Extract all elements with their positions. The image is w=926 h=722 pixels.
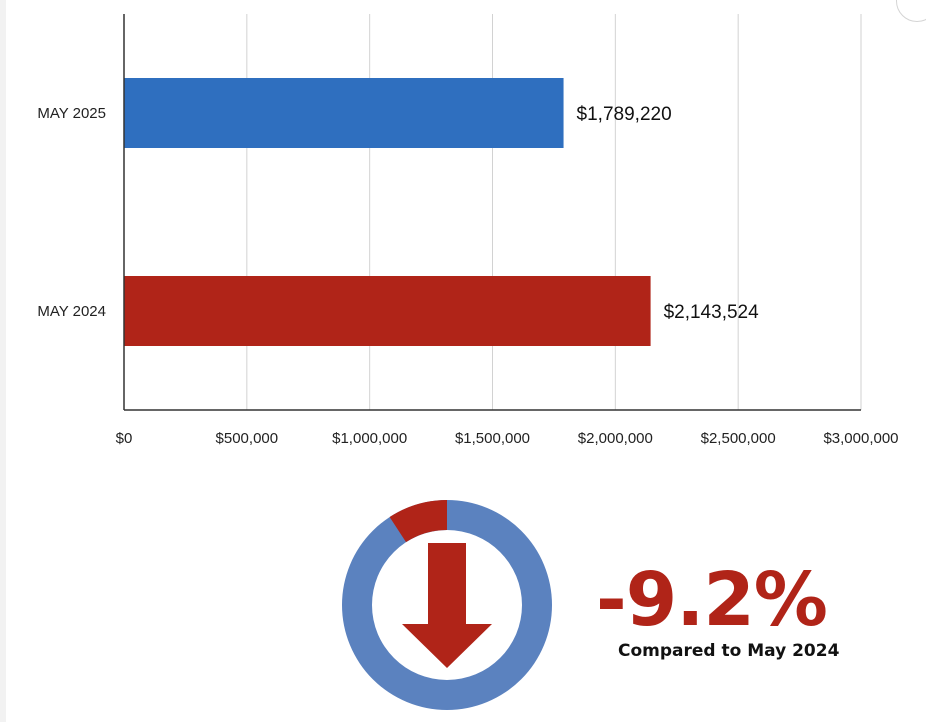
change-summary: -9.2% Compared to May 2024 [596,560,876,662]
x-tick-label: $0 [116,430,133,447]
axes [123,14,861,411]
x-tick-label: $1,500,000 [455,430,530,447]
data-label: $2,143,524 [664,302,760,323]
left-edge-strip [0,0,6,722]
change-percent: -9.2% [596,557,828,643]
change-caption: Compared to May 2024 [618,641,840,661]
down-arrow-icon [402,543,492,668]
bar [124,78,564,148]
x-tick-label: $2,000,000 [578,430,653,447]
category-label: MAY 2025 [37,105,106,122]
labels: $0 $500,000 $1,000,000 $1,500,000 $2,000,000… [37,104,898,447]
bar [124,276,651,346]
data-label: $1,789,220 [577,104,672,125]
change-donut [342,500,552,710]
x-tick-label: $3,000,000 [823,430,898,447]
gridlines [246,14,862,410]
bar-chart: $0 $500,000 $1,000,000 $1,500,000 $2,000,000… [37,14,899,447]
bars [124,78,651,346]
x-tick-label: $1,000,000 [332,430,407,447]
category-label: MAY 2024 [37,303,106,320]
x-tick-label: $2,500,000 [701,430,776,447]
donut-highlight-segment [389,500,447,543]
x-tick-label: $500,000 [216,430,279,447]
